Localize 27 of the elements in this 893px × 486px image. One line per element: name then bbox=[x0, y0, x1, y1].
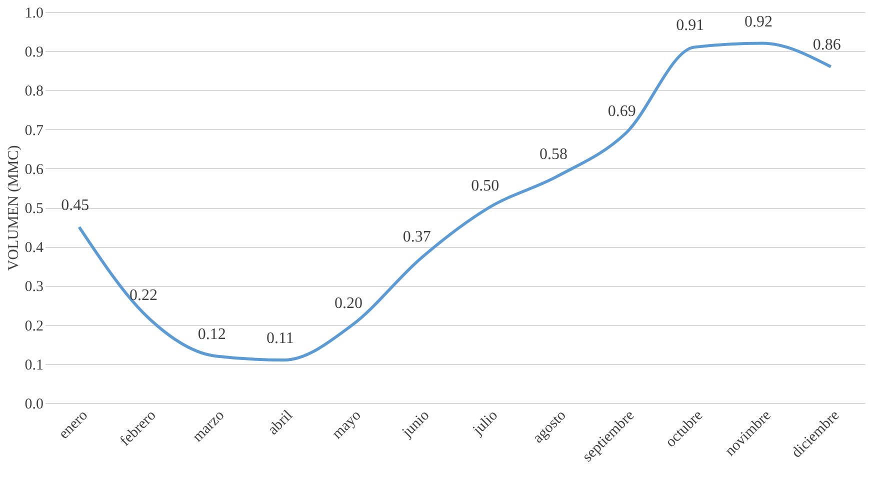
y-tick-label: 0.5 bbox=[24, 201, 44, 217]
y-tick-label: 0.7 bbox=[24, 122, 44, 139]
data-label: 0.22 bbox=[130, 286, 158, 304]
data-label: 0.45 bbox=[61, 197, 90, 214]
x-tick-label: abril bbox=[265, 408, 296, 438]
y-tick-label: 0.2 bbox=[24, 318, 44, 334]
data-label: 0.12 bbox=[198, 326, 226, 344]
x-tick-label: julio bbox=[470, 408, 501, 439]
y-tick-label: 0.0 bbox=[24, 396, 44, 412]
data-label: 0.69 bbox=[608, 103, 636, 120]
data-label: 0.20 bbox=[334, 294, 362, 312]
y-tick-label: 0.4 bbox=[24, 240, 44, 256]
y-axis-title: VOLUMEN (MMC) bbox=[6, 145, 22, 271]
y-tick-label: 1.0 bbox=[24, 6, 44, 22]
data-label: 0.50 bbox=[471, 178, 500, 194]
data-label: 0.92 bbox=[744, 13, 772, 30]
x-tick-label: enero bbox=[56, 408, 91, 442]
y-tick-label: 0.6 bbox=[24, 162, 44, 178]
data-label: 0.86 bbox=[812, 36, 841, 54]
data-label: 0.58 bbox=[540, 146, 568, 164]
data-label: 0.11 bbox=[266, 330, 294, 347]
y-tick-label: 0.1 bbox=[24, 357, 44, 374]
y-tick-label: 0.3 bbox=[24, 279, 44, 296]
data-label: 0.37 bbox=[402, 228, 431, 246]
data-label: 0.91 bbox=[676, 17, 704, 34]
y-tick-label: 0.9 bbox=[24, 44, 44, 61]
y-tick-label: 0.8 bbox=[24, 84, 44, 100]
